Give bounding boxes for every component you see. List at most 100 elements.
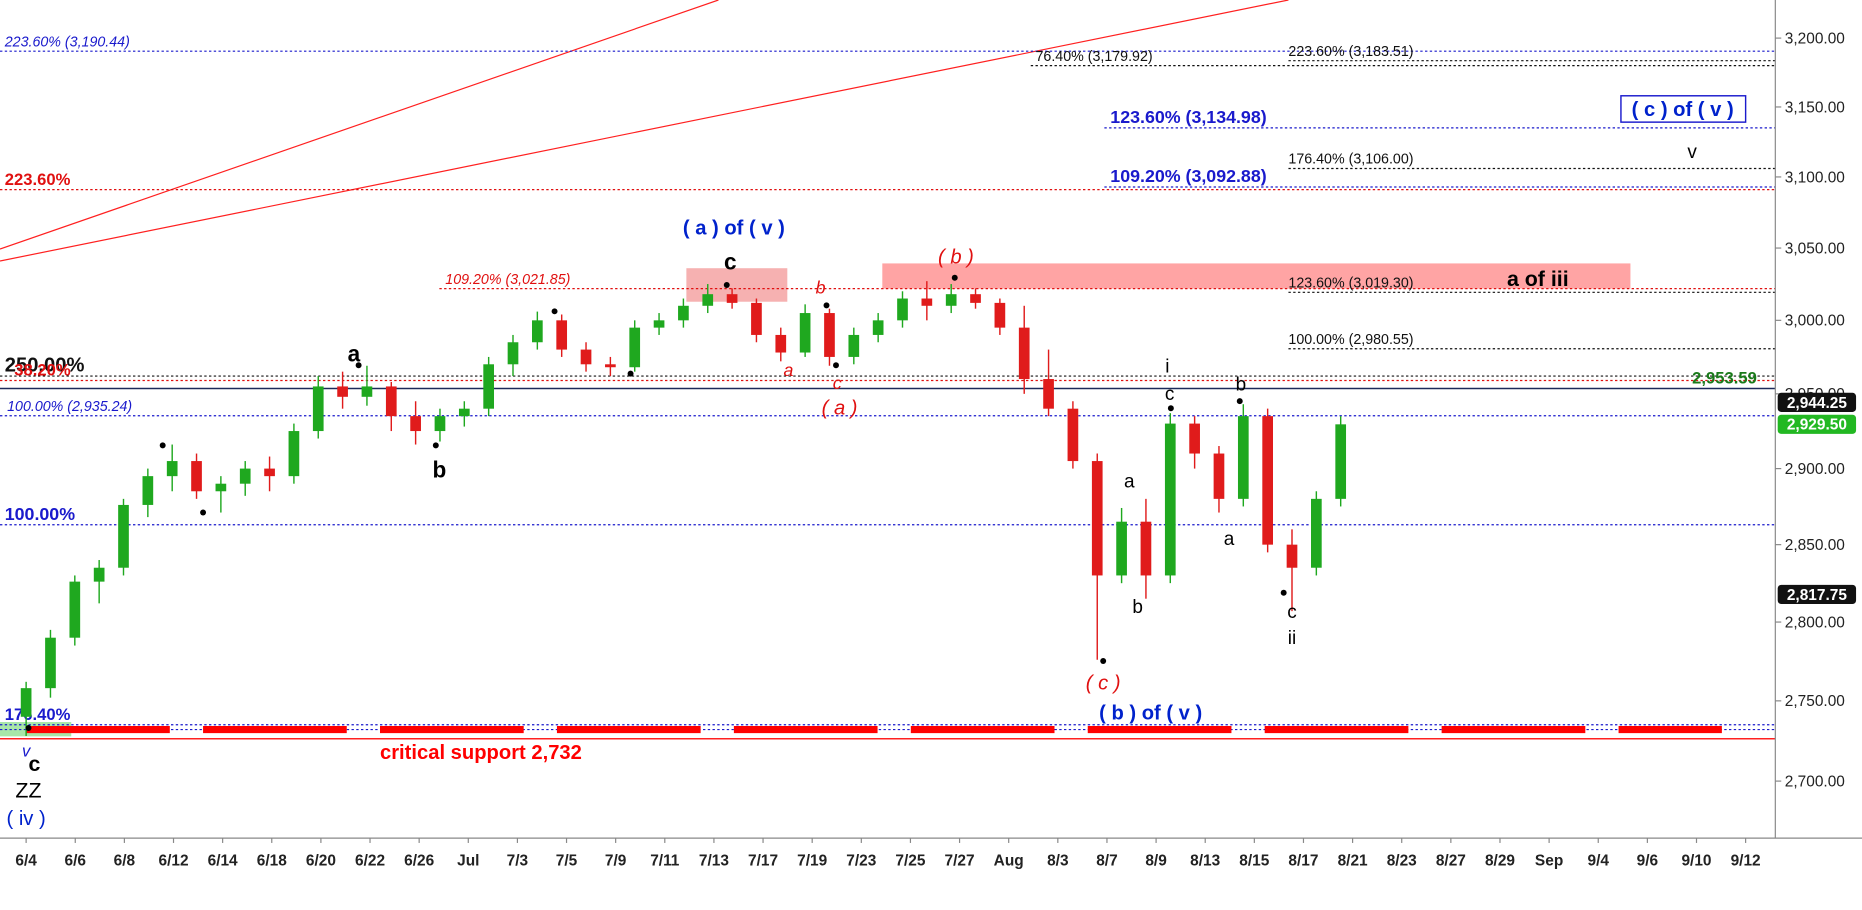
- candle-body: [605, 364, 616, 368]
- price-tag-label: 2,929.50: [1787, 417, 1847, 434]
- x-tick-label: 6/18: [257, 853, 287, 870]
- level-label: 223.60%: [5, 170, 71, 189]
- wave-label: ( b ) of ( v ): [1099, 703, 1202, 725]
- level-label: 2,953.59: [1692, 369, 1757, 388]
- x-tick-label: 6/12: [158, 853, 188, 870]
- pivot: [1167, 405, 1174, 412]
- price-tag-label: 2,944.25: [1787, 395, 1847, 412]
- candle-body: [751, 302, 762, 335]
- wave-label: a: [1124, 471, 1135, 492]
- candle-body: [458, 408, 470, 417]
- candle-body: [288, 431, 300, 477]
- pivot-dots: [25, 274, 1287, 731]
- wave-label: ( c ): [1086, 673, 1121, 695]
- price-tag: [1777, 392, 1857, 412]
- candle-body: [166, 461, 178, 477]
- wave-label: ( c ) of ( v ): [1632, 99, 1734, 121]
- y-tick-label: 3,050.00: [1785, 240, 1845, 257]
- wave-label: c: [1165, 384, 1175, 405]
- candle-body: [1018, 327, 1030, 380]
- level-label: 109.20% (3,021.85): [445, 272, 570, 288]
- level-label: 76.40% (3,179.92): [1036, 49, 1153, 65]
- x-tick-label: 8/29: [1485, 853, 1515, 870]
- x-tick-label: Aug: [994, 853, 1024, 870]
- pivot: [823, 302, 830, 309]
- candle-body: [45, 637, 56, 689]
- candle-body: [410, 416, 421, 432]
- candle-body: [897, 298, 908, 321]
- candle-body: [1043, 379, 1054, 409]
- x-tick-label: Jul: [457, 853, 479, 870]
- candle-body: [1140, 521, 1152, 576]
- wave-label: ( a ) of ( v ): [683, 218, 785, 240]
- candle-body: [629, 327, 641, 368]
- price-tag-label: 2,817.75: [1787, 587, 1847, 604]
- level-label: 223.60% (3,190.44): [4, 34, 130, 50]
- resistance-zone: [882, 263, 1631, 289]
- candle-body: [1116, 521, 1127, 576]
- x-tick-label: 9/4: [1588, 853, 1610, 870]
- wave-label: b: [1236, 374, 1247, 395]
- x-tick-label: 7/5: [556, 853, 578, 870]
- pivot: [551, 308, 558, 315]
- candle-body: [483, 364, 494, 409]
- x-tick-label: 7/19: [797, 853, 827, 870]
- wave-labels: ( a ) of ( v ) c ( b ) b a c ( a ) a b a…: [7, 95, 1747, 830]
- candle-body: [20, 688, 32, 717]
- wave-label: b: [432, 457, 446, 483]
- pivot: [25, 725, 32, 731]
- x-tick-label: 9/12: [1731, 853, 1761, 870]
- candle-body: [507, 342, 519, 365]
- candle-body: [653, 320, 665, 328]
- x-tick-label: 9/10: [1681, 853, 1711, 870]
- support-label: critical support 2,732: [380, 742, 582, 764]
- wave-label: b: [816, 277, 826, 297]
- level-label: 100.00% (2,935.24): [7, 399, 132, 415]
- level-label: 250.00%: [5, 354, 85, 376]
- wave-label: a: [348, 341, 361, 367]
- wave-label: a of iii: [1507, 267, 1569, 291]
- wave-label: a: [784, 360, 794, 380]
- wave-label: ZZ: [15, 778, 41, 802]
- x-tick-label: 6/20: [306, 853, 336, 870]
- x-tick-label: 8/13: [1190, 853, 1220, 870]
- x-tick-label: 9/6: [1637, 853, 1659, 870]
- level-label: 223.60% (3,183.51): [1288, 44, 1413, 60]
- wave-label: v: [1687, 142, 1697, 163]
- x-tick-label: 8/9: [1145, 853, 1167, 870]
- wave-label: v: [22, 742, 32, 761]
- wave-label: ( iv ): [7, 808, 46, 830]
- x-tick-label: 7/3: [507, 853, 529, 870]
- candle-body: [1091, 461, 1103, 576]
- trend-line: [0, 0, 1289, 262]
- candle-body: [93, 567, 105, 582]
- x-tick-label: 8/17: [1288, 853, 1318, 870]
- x-tick-label: 7/17: [748, 853, 778, 870]
- wave-label: b: [1132, 597, 1143, 618]
- price-tag: [1777, 414, 1857, 434]
- pivot: [1280, 589, 1287, 596]
- candle-body: [556, 320, 568, 350]
- candle-body: [1311, 498, 1322, 568]
- x-tick-label: 8/3: [1047, 853, 1069, 870]
- x-tick-label: 8/23: [1387, 853, 1417, 870]
- wave-label: c: [28, 752, 40, 776]
- x-tick-label: 7/13: [699, 853, 729, 870]
- candle-body: [970, 294, 981, 303]
- x-tick-label: 6/22: [355, 853, 385, 870]
- level-label: 123.60% (3,019.30): [1288, 275, 1413, 291]
- candle-body: [1067, 408, 1079, 462]
- candle-body: [191, 461, 202, 492]
- candle-body: [1189, 423, 1200, 454]
- decorations: [0, 0, 1776, 740]
- x-tick-label: 6/26: [404, 853, 434, 870]
- candle-body: [678, 305, 689, 321]
- candle-body: [385, 386, 397, 417]
- candle-body: [1286, 544, 1298, 568]
- candle-body: [775, 334, 787, 353]
- candle-body: [1213, 453, 1225, 499]
- candle-body: [434, 416, 446, 432]
- y-tick-label: 2,700.00: [1785, 773, 1845, 790]
